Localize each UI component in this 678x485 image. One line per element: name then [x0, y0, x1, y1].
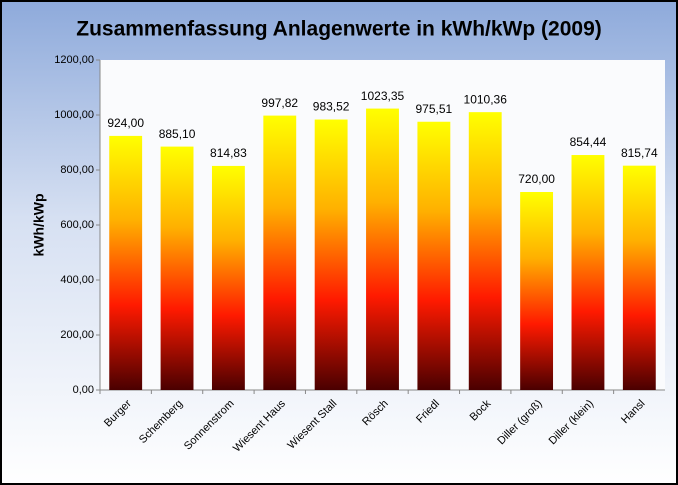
bar: [366, 108, 399, 391]
value-label: 1023,35: [361, 89, 405, 103]
bar: [622, 165, 656, 390]
value-label: 983,52: [313, 100, 350, 114]
y-tick-label: 800,00: [60, 164, 94, 176]
y-tick-label: 400,00: [60, 274, 94, 286]
bar: [468, 112, 502, 390]
y-axis-label: kWh/kWp: [31, 194, 47, 257]
value-label: 885,10: [159, 127, 196, 141]
bar: [571, 155, 605, 390]
value-label: 815,74: [621, 146, 658, 160]
value-label: 720,00: [518, 172, 555, 186]
bar: [160, 146, 194, 390]
y-tick-label: 600,00: [60, 219, 94, 231]
value-label: 814,83: [210, 146, 247, 160]
value-label: 1010,36: [464, 92, 508, 106]
chart-title: Zusammenfassung Anlagenwerte in kWh/kWp …: [76, 18, 602, 41]
bar: [417, 121, 451, 391]
bar: [211, 165, 245, 390]
value-label: 924,00: [107, 116, 144, 130]
value-label: 854,44: [570, 135, 607, 149]
y-tick-label: 1200,00: [54, 54, 94, 66]
y-tick-label: 0,00: [73, 384, 94, 396]
value-label: 975,51: [416, 102, 453, 116]
bar: [109, 135, 143, 390]
y-tick-label: 200,00: [60, 329, 94, 341]
bar: [314, 119, 348, 391]
bar: [263, 115, 297, 391]
value-label: 997,82: [261, 96, 298, 110]
y-tick-label: 1000,00: [54, 109, 94, 121]
bar: [520, 192, 554, 390]
